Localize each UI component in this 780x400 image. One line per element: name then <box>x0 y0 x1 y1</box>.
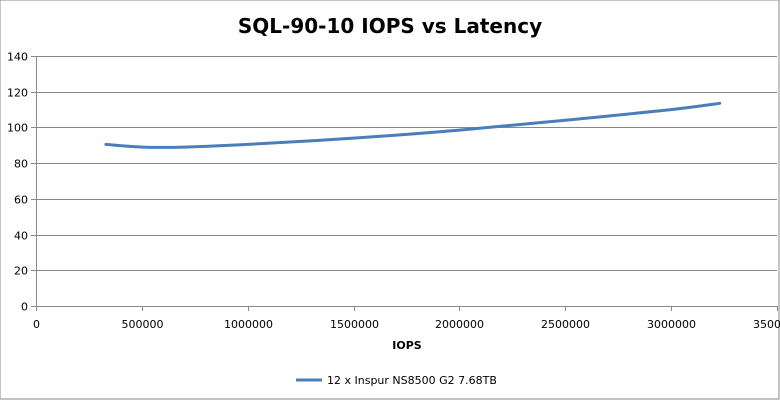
x-tick-label: 500000 <box>122 318 164 331</box>
y-tick-label: 100 <box>7 122 28 135</box>
legend-label: 12 x Inspur NS8500 G2 7.68TB <box>327 374 497 387</box>
x-tick-label: 2500000 <box>541 318 590 331</box>
series-line <box>104 101 722 149</box>
y-tick-labels: 0 20 40 60 80 100 120 140 <box>7 51 28 314</box>
x-tick-labels: 0 500000 1000000 1500000 2000000 2500000 30000… <box>33 318 780 331</box>
x-tick-label: 3000000 <box>647 318 696 331</box>
x-tick-label: 0 <box>33 318 40 331</box>
legend: 12 x Inspur NS8500 G2 7.68TB <box>296 374 497 387</box>
x-tick-label: 2000000 <box>435 318 484 331</box>
y-tick-label: 140 <box>7 51 28 64</box>
x-tick-label: 1000000 <box>224 318 273 331</box>
x-tick-label: 3500000 <box>753 318 780 331</box>
x-tick-label: 1500000 <box>330 318 379 331</box>
axes <box>31 56 778 311</box>
x-axis-title: IOPS <box>392 339 422 352</box>
y-tick-label: 80 <box>14 158 28 171</box>
y-tick-label: 120 <box>7 87 28 100</box>
y-tick-label: 20 <box>14 265 28 278</box>
y-tick-label: 0 <box>21 301 28 314</box>
series-group <box>104 101 722 149</box>
y-tick-label: 60 <box>14 194 28 207</box>
y-tick-label: 40 <box>14 230 28 243</box>
chart-title: SQL-90-10 IOPS vs Latency <box>238 14 542 38</box>
gridlines <box>36 56 777 271</box>
